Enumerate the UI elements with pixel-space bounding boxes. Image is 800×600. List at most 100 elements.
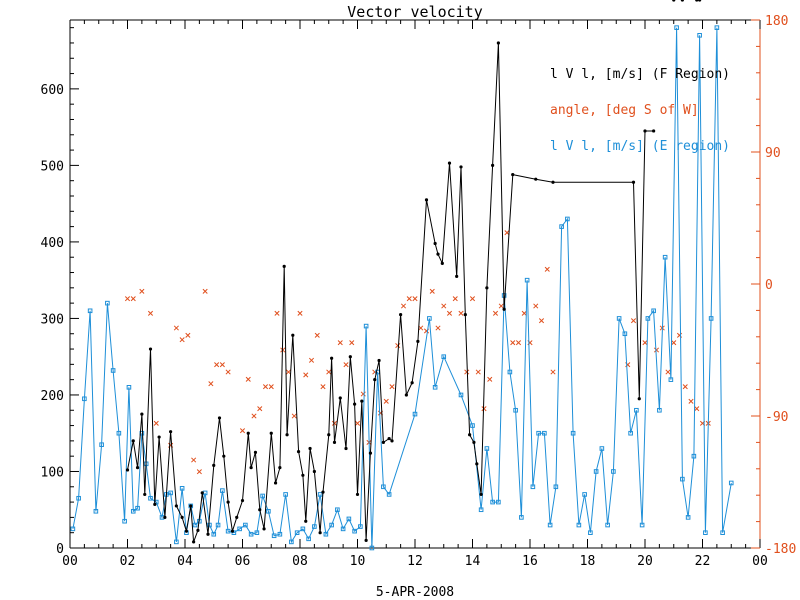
x-tick-label: 00 — [752, 554, 768, 569]
angle-point — [173, 325, 179, 331]
angle-point — [400, 303, 407, 309]
angle-point — [458, 310, 464, 316]
angle-point — [185, 332, 191, 338]
e-region-point — [519, 515, 524, 520]
f-region-point — [189, 504, 193, 508]
f-region-point — [258, 508, 262, 512]
f-region-point — [698, 0, 702, 2]
x-tick-label: 06 — [235, 554, 251, 569]
e-region-point — [277, 531, 283, 537]
f-region-point — [680, 0, 684, 2]
angle-point — [498, 303, 504, 309]
f-region-point — [174, 504, 178, 508]
series-angle — [124, 230, 711, 475]
e-region-point — [507, 369, 513, 375]
f-region-point — [269, 431, 273, 435]
e-region-point — [283, 492, 288, 497]
x-tick-label: 12 — [407, 554, 423, 569]
f-region-point — [301, 473, 305, 477]
e-region-point — [135, 505, 140, 511]
f-region-point — [404, 393, 408, 397]
e-region-point — [639, 522, 645, 528]
angle-point — [262, 384, 269, 390]
angle-point — [354, 420, 361, 426]
angle-point — [191, 457, 197, 463]
e-region-point — [363, 323, 369, 329]
e-region-point — [458, 392, 464, 398]
f-region-point — [672, 0, 676, 2]
x-tick-label: 20 — [637, 554, 653, 569]
e-region-point — [576, 522, 582, 528]
e-region-point — [728, 480, 734, 486]
e-region-point — [168, 490, 173, 496]
e-region-point — [582, 492, 587, 497]
f-region-point — [217, 416, 222, 420]
e-region-point — [105, 300, 110, 306]
angle-point — [544, 266, 550, 272]
e-region-point — [559, 224, 564, 229]
angle-point — [297, 310, 303, 316]
angle-point — [208, 381, 214, 387]
e-region-point — [237, 526, 242, 532]
angle-point — [314, 332, 320, 338]
series-f-region — [125, 0, 702, 544]
legend-entry-f-region: l V l, [m/s] (F Region) — [550, 67, 730, 82]
e-region-point — [432, 385, 438, 390]
y-axis-left: 0 100 200 300 400 500 600 — [41, 27, 79, 557]
f-region-point — [226, 500, 230, 504]
angle-point — [653, 347, 660, 353]
f-region-point — [373, 378, 377, 382]
e-region-point — [87, 308, 93, 314]
angle-point — [257, 406, 263, 412]
f-region-point — [479, 492, 483, 497]
angle-point — [274, 310, 280, 316]
f-region-point — [410, 381, 414, 385]
angle-point — [202, 288, 208, 294]
f-region-point — [475, 462, 479, 466]
f-region-point — [304, 519, 308, 523]
angle-point — [452, 296, 458, 302]
f-region-point — [249, 466, 253, 470]
f-region-point — [140, 412, 144, 416]
e-region-point — [513, 407, 518, 413]
angle-point — [251, 413, 257, 419]
e-region-point — [697, 33, 702, 38]
e-region-point — [427, 316, 432, 321]
angle-point — [308, 357, 315, 363]
f-region-point — [387, 436, 391, 441]
angle-point — [124, 296, 131, 302]
e-region-point — [628, 430, 633, 436]
e-region-point — [593, 469, 599, 474]
f-region-point — [399, 313, 403, 317]
f-region-point — [381, 440, 385, 444]
e-region-point — [148, 495, 153, 501]
y-left-tick-label: 600 — [41, 83, 64, 98]
e-region-point — [674, 25, 679, 30]
e-region-point — [122, 518, 127, 524]
e-region-point — [99, 442, 104, 447]
angle-point — [326, 369, 332, 375]
e-region-point — [530, 484, 536, 490]
f-region-point — [285, 433, 289, 437]
f-region-point — [695, 0, 699, 2]
e-region-point — [243, 522, 248, 528]
angle-point — [446, 310, 453, 316]
angle-point — [153, 420, 159, 426]
f-region-point — [222, 454, 226, 458]
f-region-line — [127, 42, 654, 543]
e-region-point — [369, 545, 375, 551]
f-region-point — [321, 490, 325, 494]
chart-title: Vector velocity — [347, 3, 482, 21]
e-region-point — [220, 488, 225, 493]
f-region-point — [436, 252, 440, 256]
f-region-point — [282, 264, 286, 268]
f-region-point — [180, 515, 184, 519]
e-region-point — [70, 526, 76, 532]
e-region-point — [306, 536, 311, 542]
angle-point — [285, 369, 292, 375]
y-right-tick-label: 90 — [765, 146, 781, 161]
f-region-point — [440, 261, 444, 265]
x-tick-label: 04 — [177, 554, 193, 569]
f-region-point — [135, 466, 140, 470]
angle-point — [337, 340, 343, 346]
